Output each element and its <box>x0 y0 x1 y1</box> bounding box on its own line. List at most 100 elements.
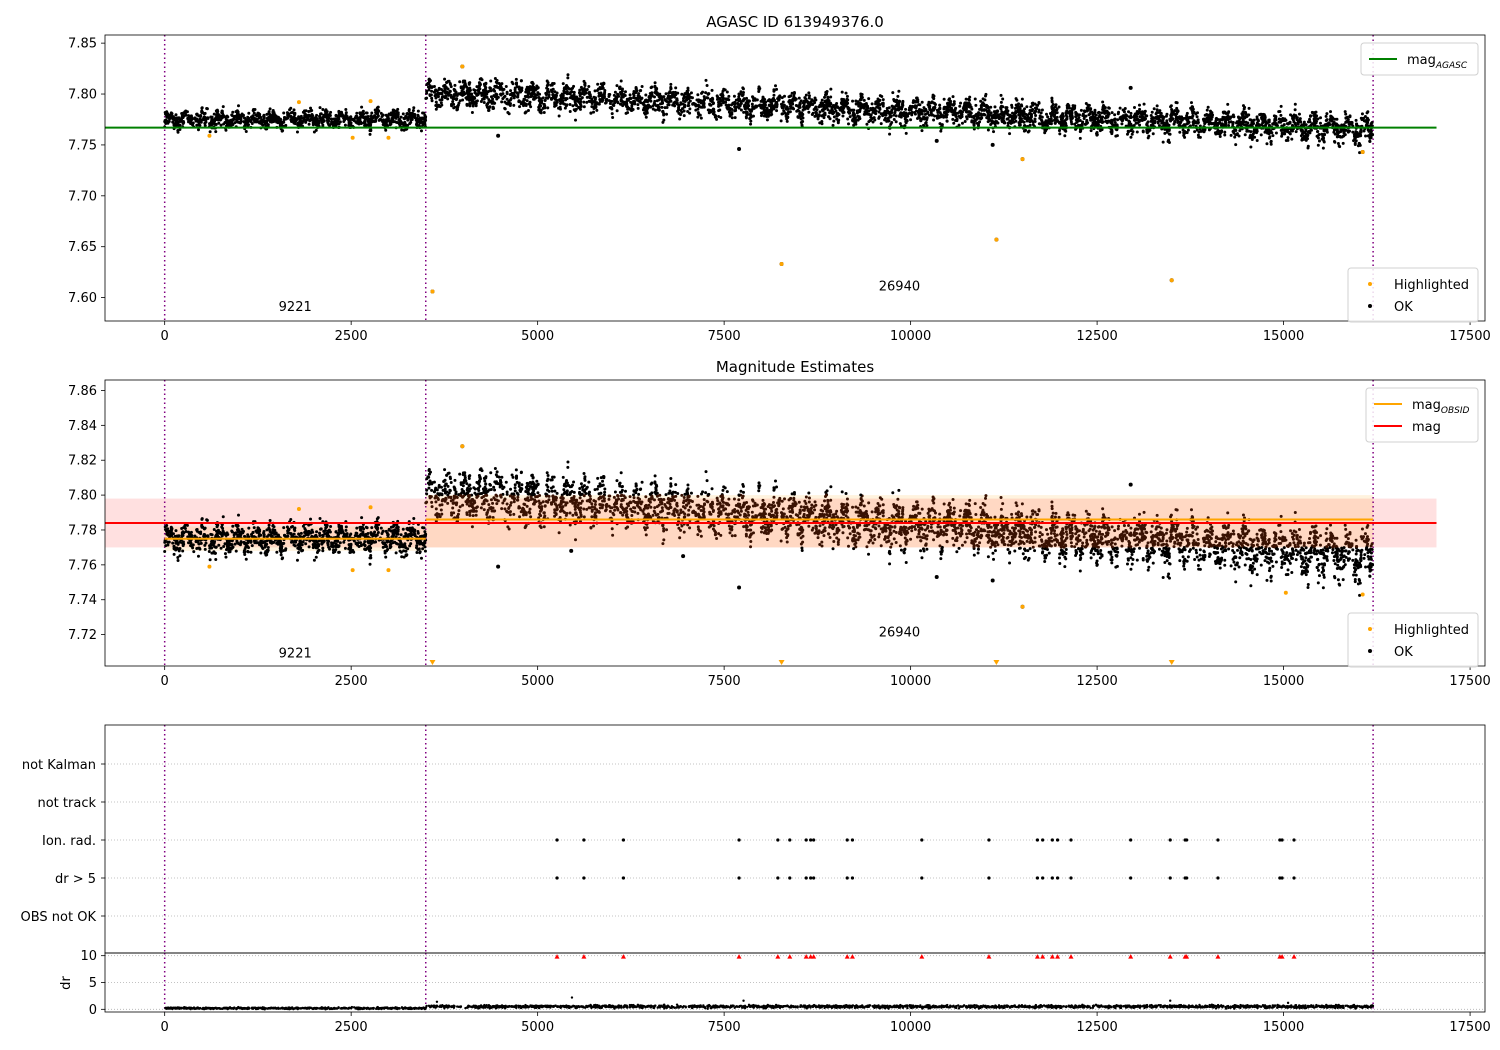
ok-point <box>792 95 796 99</box>
ok-point <box>592 110 596 114</box>
ok-point <box>1247 106 1251 110</box>
ok-point <box>524 102 528 106</box>
ok-point <box>678 117 682 121</box>
ok-point <box>1109 130 1113 134</box>
ok-point <box>915 116 919 120</box>
ok-point <box>745 96 749 100</box>
ok-point <box>375 115 379 119</box>
ok-point <box>268 107 272 111</box>
ok-point <box>173 123 177 127</box>
ok-point <box>667 103 671 107</box>
ok-point <box>195 112 199 116</box>
ok-point <box>952 102 956 106</box>
ok-point <box>1332 140 1336 144</box>
ok-point <box>797 96 801 100</box>
ok-point <box>866 112 870 116</box>
ok-point <box>1008 132 1012 136</box>
ok-point <box>1059 114 1063 118</box>
ok-point <box>366 119 370 123</box>
ok-point <box>1220 130 1224 134</box>
ok-point <box>544 91 548 95</box>
ok-point <box>823 99 827 103</box>
ok-point <box>1334 122 1338 126</box>
ok-point <box>1353 141 1357 145</box>
ok-point <box>616 92 620 96</box>
ok-point <box>384 128 388 132</box>
ok-point <box>791 106 795 110</box>
ok-point <box>214 130 218 134</box>
ok-point <box>896 108 900 112</box>
ok-point <box>975 115 979 119</box>
ok-point <box>557 114 561 118</box>
ok-point <box>169 111 173 115</box>
ok-point <box>1250 121 1254 125</box>
ok-point <box>896 94 900 98</box>
ok-point <box>999 105 1003 109</box>
ok-point <box>1225 116 1229 120</box>
ok-point <box>194 119 198 123</box>
ok-point <box>308 114 312 118</box>
ok-point <box>920 100 924 104</box>
ok-point <box>628 93 632 97</box>
ok-point <box>1183 135 1187 139</box>
ok-point <box>960 115 964 119</box>
ok-point <box>1037 108 1041 112</box>
ok-point <box>1089 129 1093 133</box>
ok-point <box>530 94 534 98</box>
ok-point <box>574 118 578 122</box>
ok-point <box>451 95 455 99</box>
ok-point <box>1074 110 1078 114</box>
ok-point <box>640 85 644 89</box>
ok-point <box>1358 151 1362 155</box>
ok-point <box>1118 106 1122 110</box>
ok-point <box>1316 117 1320 121</box>
ok-point <box>568 109 572 113</box>
ok-point <box>222 122 226 126</box>
ok-point <box>1148 128 1152 132</box>
ok-point <box>1102 105 1106 109</box>
ok-point <box>1319 116 1323 120</box>
ok-point <box>478 91 482 95</box>
ok-point <box>489 99 493 103</box>
ok-point <box>264 121 268 125</box>
ok-point <box>1138 123 1142 127</box>
ok-point <box>326 121 330 125</box>
ok-point <box>958 104 962 108</box>
ok-point <box>965 110 969 114</box>
ok-point <box>411 109 415 113</box>
ok-point <box>1003 121 1007 125</box>
ok-point <box>1328 123 1332 127</box>
ok-point <box>775 109 779 113</box>
ok-point <box>1039 111 1043 115</box>
ok-point <box>1333 132 1337 136</box>
ok-point <box>842 103 846 107</box>
ok-point <box>687 93 691 97</box>
ok-point <box>973 97 977 101</box>
ok-point <box>942 97 946 101</box>
ok-point <box>470 110 474 114</box>
ok-point <box>1186 128 1190 132</box>
ok-point <box>674 101 678 105</box>
ok-point <box>687 101 691 105</box>
ok-point <box>948 97 952 101</box>
ok-point <box>519 79 523 83</box>
ok-point <box>615 109 619 113</box>
ok-point <box>599 91 603 95</box>
ok-point <box>803 100 807 104</box>
ok-point <box>775 87 779 91</box>
ok-point <box>1127 110 1131 114</box>
ok-point <box>1129 135 1133 139</box>
ok-point <box>200 106 204 110</box>
ok-point <box>897 89 901 93</box>
ok-point <box>515 82 519 86</box>
ok-point <box>1027 129 1031 133</box>
ok-point <box>452 106 456 110</box>
ok-point <box>574 107 578 111</box>
ok-point <box>626 111 630 115</box>
ok-point <box>171 115 175 119</box>
ok-point <box>1359 130 1363 134</box>
ok-point <box>566 76 570 80</box>
ok-point <box>984 92 988 96</box>
ok-point <box>779 119 783 123</box>
ok-point <box>1348 114 1352 118</box>
